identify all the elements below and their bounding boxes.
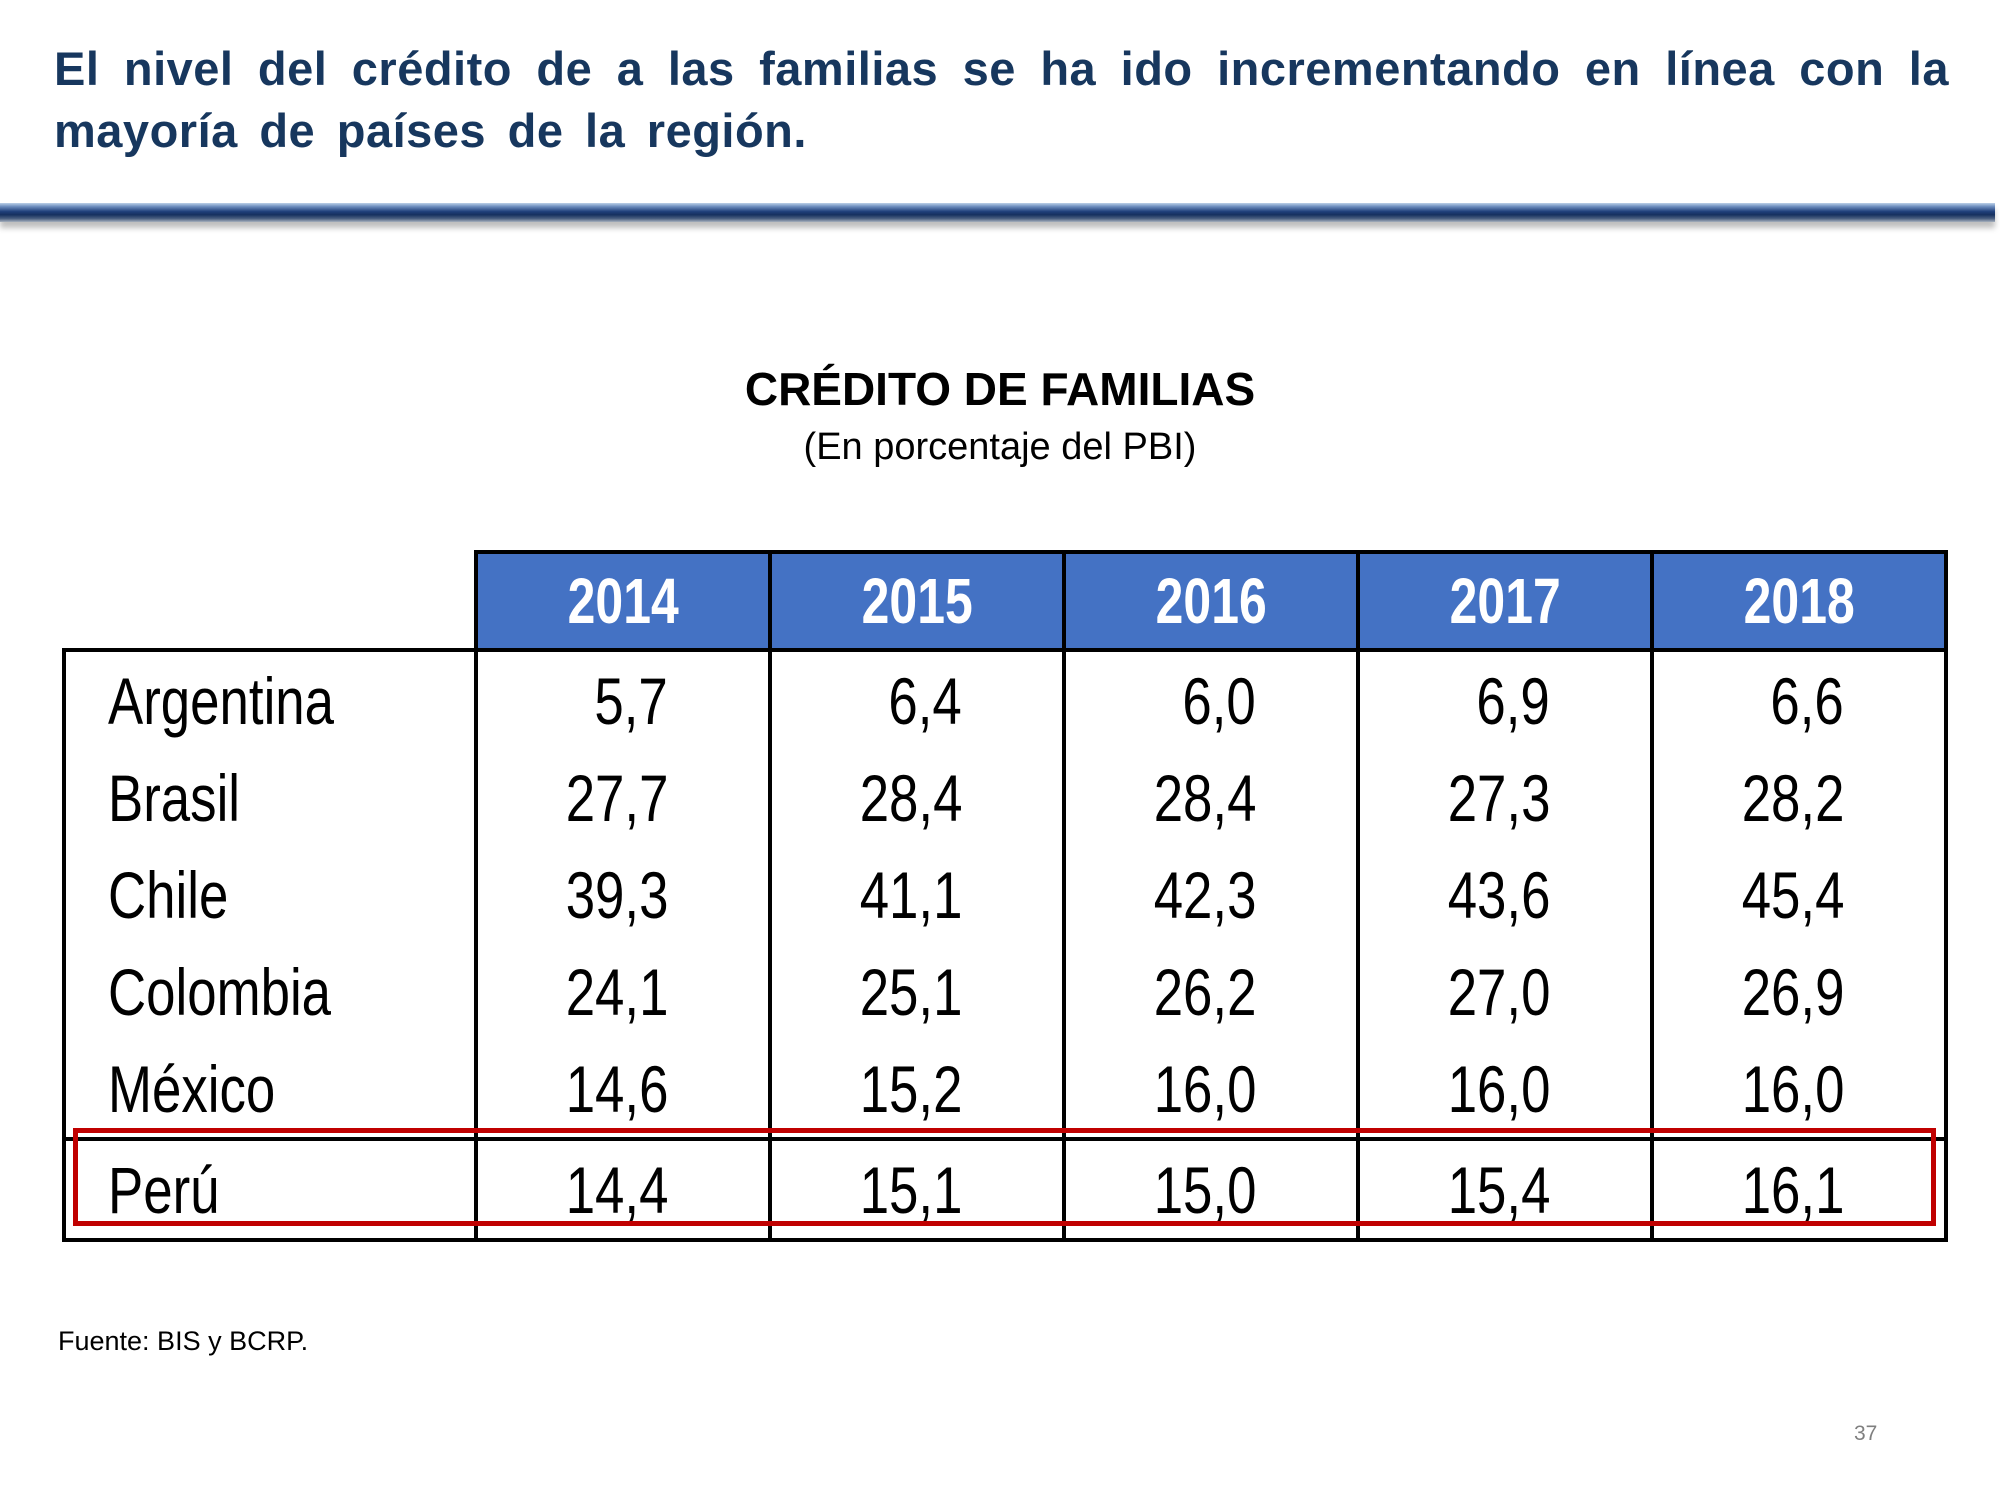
cell-value: 26,2 [1153,954,1256,1029]
cell-value: 6,0 [1182,663,1256,738]
table-cell: 6,9 [1356,648,1654,749]
table-row-peru: Perú 14,4 15,1 15,0 15,4 16,1 [62,1137,1948,1242]
cell-value: 15,1 [859,1152,962,1227]
table-cell: 41,1 [768,846,1066,943]
year-label: 2016 [1155,565,1267,637]
column-header-2016: 2016 [1062,550,1360,652]
table-cell: 16,0 [1062,1040,1360,1139]
cell-value: 27,3 [1447,760,1550,835]
cell-value: 15,4 [1447,1152,1550,1227]
table-cell: 16,1 [1650,1137,1948,1242]
table-cell: 15,2 [768,1040,1066,1139]
table-cell: 45,4 [1650,846,1948,943]
cell-value: 6,6 [1770,663,1844,738]
cell-value: 16,0 [1447,1051,1550,1126]
table-cell: 26,9 [1650,943,1948,1040]
cell-value: 45,4 [1741,857,1844,932]
table-row-chile: Chile 39,3 41,1 42,3 43,6 45,4 [62,846,1948,943]
country-name: Argentina [108,663,335,738]
table-cell: 27,7 [474,749,772,846]
table-cell: 27,3 [1356,749,1654,846]
table-cell: 43,6 [1356,846,1654,943]
column-header-2015: 2015 [768,550,1066,652]
table-row-colombia: Colombia 24,1 25,1 26,2 27,0 26,9 [62,943,1948,1040]
table-cell: 28,4 [1062,749,1360,846]
cell-value: 6,4 [888,663,962,738]
country-name: Brasil [108,760,241,835]
credit-table-container: 2014 2015 2016 2017 2018 Argentina 5,7 6… [62,550,1952,1242]
row-label: Chile [62,846,478,943]
table-row-brasil: Brasil 27,7 28,4 28,4 27,3 28,2 [62,749,1948,846]
year-label: 2015 [861,565,973,637]
row-label: Argentina [62,648,478,749]
cell-value: 41,1 [859,857,962,932]
cell-value: 25,1 [859,954,962,1029]
country-name: Colombia [108,954,332,1029]
country-name: México [108,1051,276,1126]
header-corner [64,552,476,650]
table-cell: 26,2 [1062,943,1360,1040]
cell-value: 26,9 [1741,954,1844,1029]
table-cell: 14,4 [474,1137,772,1242]
cell-value: 5,7 [594,663,668,738]
table-row-argentina: Argentina 5,7 6,4 6,0 6,9 6,6 [62,648,1948,749]
table-cell: 39,3 [474,846,772,943]
table-cell: 6,6 [1650,648,1948,749]
cell-value: 15,2 [859,1051,962,1126]
cell-value: 27,7 [565,760,668,835]
table-cell: 5,7 [474,648,772,749]
table-cell: 24,1 [474,943,772,1040]
table-cell: 6,4 [768,648,1066,749]
table-cell: 14,6 [474,1040,772,1139]
cell-value: 16,0 [1741,1051,1844,1126]
table-cell: 25,1 [768,943,1066,1040]
cell-value: 24,1 [565,954,668,1029]
header-row: 2014 2015 2016 2017 2018 [64,550,1948,652]
page-number: 37 [1854,1422,1878,1445]
row-label: Perú [62,1137,478,1242]
table-cell: 27,0 [1356,943,1654,1040]
table-cell: 6,0 [1062,648,1360,749]
table-cell: 28,2 [1650,749,1948,846]
cell-value: 28,4 [859,760,962,835]
header-divider [0,203,1995,222]
table-cell: 16,0 [1650,1040,1948,1139]
table-cell: 28,4 [768,749,1066,846]
table-cell: 42,3 [1062,846,1360,943]
cell-value: 39,3 [565,857,668,932]
credit-table: 2014 2015 2016 2017 2018 Argentina 5,7 6… [62,550,1948,1242]
table-subtitle: (En porcentaje del PBI) [803,426,1197,468]
row-label: México [62,1040,478,1139]
cell-value: 42,3 [1153,857,1256,932]
cell-value: 27,0 [1447,954,1550,1029]
year-label: 2017 [1449,565,1561,637]
cell-value: 16,0 [1153,1051,1256,1126]
table-cell: 16,0 [1356,1040,1654,1139]
row-label: Colombia [62,943,478,1040]
cell-value: 14,4 [565,1152,668,1227]
row-label: Brasil [62,749,478,846]
slide-headline: El nivel del crédito de a las familias s… [54,42,1949,157]
cell-value: 14,6 [565,1051,668,1126]
year-label: 2018 [1743,565,1855,637]
cell-value: 28,2 [1741,760,1844,835]
cell-value: 15,0 [1153,1152,1256,1227]
cell-value: 28,4 [1153,760,1256,835]
cell-value: 16,1 [1741,1152,1844,1227]
column-header-2014: 2014 [474,550,772,652]
cell-value: 43,6 [1447,857,1550,932]
column-header-2017: 2017 [1356,550,1654,652]
table-cell: 15,1 [768,1137,1066,1242]
table-cell: 15,4 [1356,1137,1654,1242]
country-name: Chile [108,857,229,932]
table-title: CRÉDITO DE FAMILIAS [744,363,1256,415]
table-cell: 15,0 [1062,1137,1360,1242]
year-label: 2014 [567,565,679,637]
source-note: Fuente: BIS y BCRP. [58,1326,309,1356]
column-header-2018: 2018 [1650,550,1948,652]
table-row-mexico: México 14,6 15,2 16,0 16,0 16,0 [62,1040,1948,1139]
cell-value: 6,9 [1476,663,1550,738]
country-name: Perú [108,1152,220,1227]
